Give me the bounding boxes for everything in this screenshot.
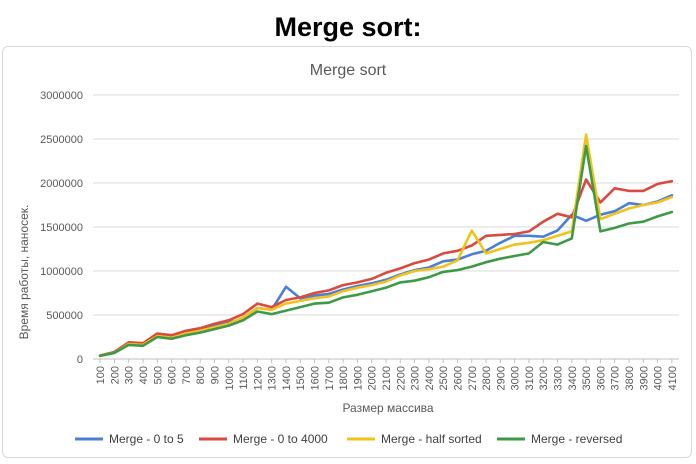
y-tick-label: 500000 [46,310,83,322]
series-line [98,144,674,358]
series-lines [98,133,674,358]
y-tick-label: 1500000 [40,222,83,234]
gridlines [93,94,679,360]
y-tick-label: 1000000 [40,266,83,278]
x-tick-label: 2800 [481,366,493,390]
x-tick-label: 1500 [295,366,307,390]
x-tick-label: 2700 [467,366,479,390]
x-tick-label: 3400 [567,366,579,390]
series-line [98,178,674,357]
x-tick-label: 4100 [667,366,679,390]
x-tick-label: 2600 [452,366,464,390]
y-tick-label: 2500000 [40,134,83,146]
x-tick-label: 3700 [610,366,622,390]
x-tick-label: 1600 [310,366,322,390]
merge-sort-chart: Merge sort 0 500000 1000000 1500000 2000000 2… [17,62,679,446]
x-tick-label: 900 [209,366,221,384]
x-tick-label: 200 [109,366,121,384]
x-tick-label: 3100 [524,366,536,390]
legend-entry-label: Merge - reversed [531,432,622,446]
x-tick-label: 4000 [653,366,665,390]
x-tick-label: 2900 [495,366,507,390]
x-tick-label: 300 [124,366,136,384]
x-tick-label: 1100 [238,366,250,390]
x-tick-label: 1900 [352,366,364,390]
x-tick-label: 2400 [424,366,436,390]
x-tick-label: 2300 [410,366,422,390]
y-tick-label: 3000000 [40,90,83,102]
x-tick-label: 500 [152,366,164,384]
x-tick-label: 1800 [338,366,350,390]
x-tick-label: 3200 [538,366,550,390]
x-tick-label: 3600 [595,366,607,390]
x-tick-label: 2100 [381,366,393,390]
y-axis-title: Время работы, наносек. [17,205,31,340]
x-tick-label: 400 [138,366,150,384]
x-tick-label: 1300 [267,366,279,390]
x-tick-label: 800 [195,366,207,384]
y-tick-label: 0 [77,354,83,366]
y-axis-ticks: 0 500000 1000000 1500000 2000000 2500000 30000… [40,90,83,366]
x-tick-label: 600 [167,366,179,384]
x-tick-label: 3900 [638,366,650,390]
x-axis-ticks: 100 200 300 400 500 600 700 800 900 1000 1100 1200 1… [95,359,679,390]
x-tick-label: 3300 [553,366,565,390]
x-tick-label: 2200 [395,366,407,390]
legend-entry-label: Merge - half sorted [381,432,482,446]
x-tick-label: 3800 [624,366,636,390]
x-tick-label: 2000 [367,366,379,390]
x-tick-label: 3000 [510,366,522,390]
x-tick-label: 1400 [281,366,293,390]
x-tick-label: 2500 [438,366,450,390]
x-tick-label: 100 [95,366,107,384]
x-tick-label: 1000 [224,366,236,390]
x-axis-title: Размер массива [342,401,433,415]
legend-entry-label: Merge - 0 to 5 [109,432,184,446]
series-line [98,133,674,358]
chart-title: Merge sort [310,62,387,79]
x-tick-label: 1200 [252,366,264,390]
x-tick-label: 1700 [324,366,336,390]
page-heading: Merge sort: [274,12,422,42]
x-tick-label: 700 [181,366,193,384]
y-tick-label: 2000000 [40,178,83,190]
legend-entry-label: Merge - 0 to 4000 [233,432,328,446]
chart-container: Merge sort 0 500000 1000000 1500000 2000000 2… [2,46,692,458]
legend: Merge - 0 to 5 Merge - 0 to 4000 Merge - h… [75,432,622,446]
x-tick-label: 3500 [581,366,593,390]
